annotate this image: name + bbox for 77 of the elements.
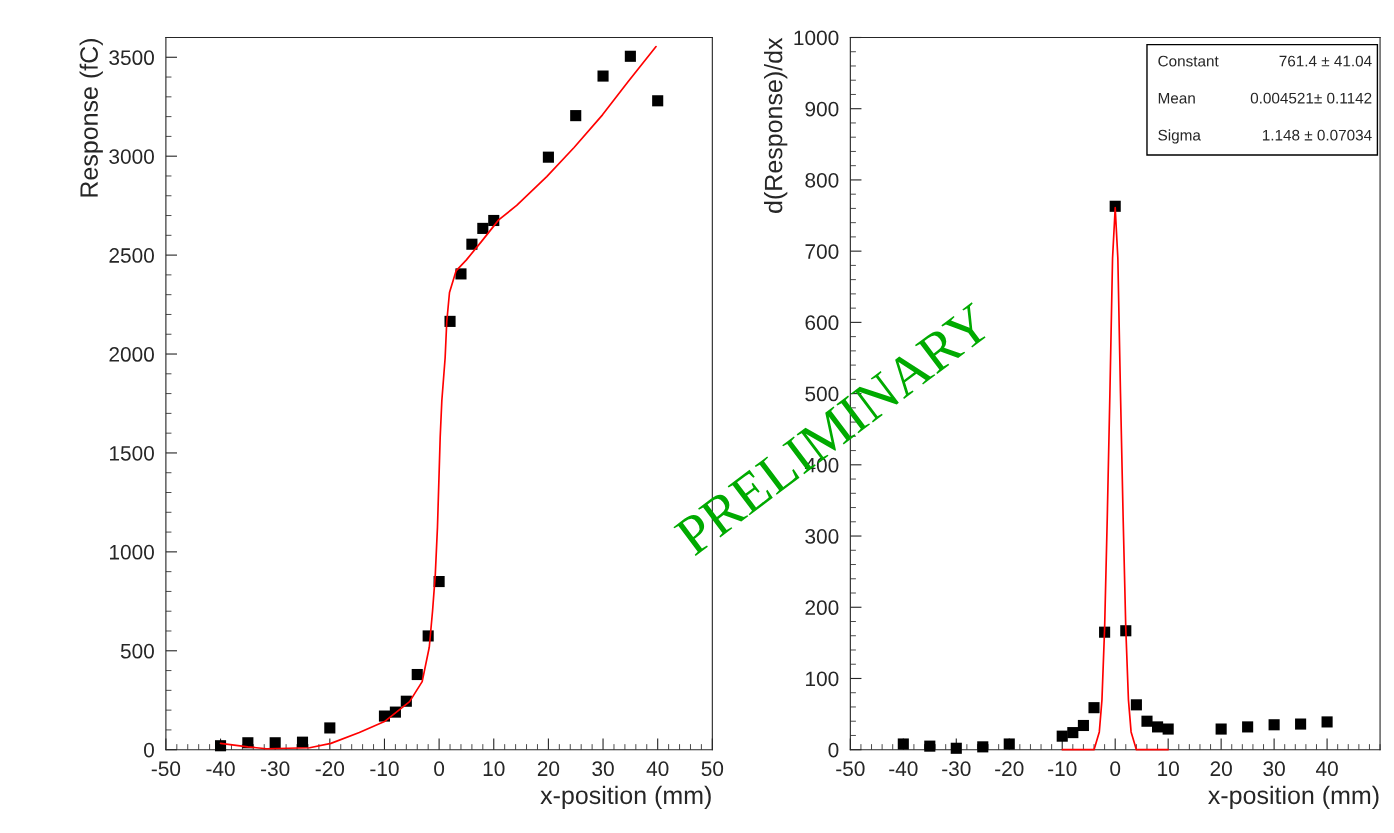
point: [1215, 723, 1227, 735]
y-tick-label: 1500: [110, 445, 154, 461]
y-tick-label: 3500: [109, 50, 154, 66]
y-tick-label: 0: [144, 742, 154, 758]
point: [924, 740, 936, 752]
x-tick-label: -50: [151, 761, 181, 777]
point: [950, 742, 962, 754]
x-tick-label: 30: [592, 761, 614, 777]
point: [455, 268, 467, 280]
y-axis-title: Response (fC): [79, 39, 103, 197]
point: [1321, 716, 1333, 728]
point: [652, 95, 664, 107]
x-axis-title: x-position (mm): [540, 785, 711, 810]
x-tick-label: -10: [370, 761, 399, 777]
x-tick-label: -30: [261, 761, 290, 777]
point: [269, 737, 281, 749]
x-tick-label: -40: [206, 761, 235, 777]
point: [1152, 721, 1164, 733]
x-tick-label: 20: [537, 761, 560, 777]
point: [1295, 718, 1307, 730]
x-tick-label: 50: [701, 761, 724, 777]
x-tick-label: 0: [1110, 761, 1121, 777]
annotation: Constant: [1158, 55, 1219, 67]
y-tick-label: 2000: [109, 347, 154, 362]
point: [477, 222, 489, 234]
point: [1003, 738, 1015, 750]
x-tick-label: -30: [942, 761, 971, 777]
x-tick-label: 10: [1158, 761, 1179, 777]
annotation: 1.148 ± 0.07034: [1262, 129, 1372, 141]
point: [411, 668, 423, 681]
point: [897, 738, 909, 750]
y-tick-label: 3000: [109, 149, 154, 164]
x-tick-label: -10: [1048, 761, 1077, 777]
point: [1242, 721, 1254, 733]
y-tick-label: 800: [805, 172, 839, 188]
y-tick-label: 900: [805, 101, 839, 117]
y-tick-label: 200: [805, 600, 839, 616]
x-tick-label: -20: [315, 761, 345, 777]
y-tick-label: 1000: [110, 544, 154, 560]
x-tick-label: -40: [889, 761, 918, 777]
annotation: 0.004521± 0.1142: [1250, 92, 1372, 104]
point: [1141, 715, 1153, 727]
point: [466, 238, 478, 250]
point: [570, 110, 582, 122]
point: [214, 740, 227, 752]
point: [1056, 730, 1068, 742]
x-tick-label: 40: [1315, 761, 1338, 777]
point: [977, 741, 989, 753]
point: [1130, 699, 1142, 711]
x-axis-title: x-position (mm): [1208, 785, 1379, 810]
annotation: Sigma: [1158, 129, 1201, 144]
x-tick-label: 30: [1263, 761, 1285, 777]
y-tick-label: 700: [805, 244, 839, 259]
x-tick-label: 10: [483, 761, 505, 777]
point: [1109, 200, 1121, 212]
point: [1162, 723, 1174, 735]
point: [542, 151, 554, 163]
y-tick-label: 2500: [109, 248, 154, 263]
y-tick-label: 0: [828, 742, 839, 758]
point: [324, 722, 336, 734]
y-axis-title: d(Response)/dx: [764, 37, 788, 213]
point: [1067, 727, 1079, 739]
point: [597, 70, 609, 82]
point: [1268, 719, 1280, 731]
x-tick-label: -20: [995, 761, 1024, 777]
x-tick-label: -50: [836, 761, 865, 777]
y-tick-label: 100: [806, 671, 839, 687]
y-tick-label: 500: [120, 643, 154, 659]
point: [624, 50, 636, 62]
y-tick-label: 1000: [794, 30, 839, 46]
x-tick-label: 0: [434, 761, 445, 777]
x-tick-label: 20: [1210, 761, 1232, 777]
annotation: Mean: [1158, 92, 1195, 104]
annotation: 761.4 ± 41.04: [1279, 55, 1372, 67]
point: [1077, 719, 1089, 732]
point: [1088, 702, 1100, 714]
x-tick-label: 40: [646, 761, 669, 777]
